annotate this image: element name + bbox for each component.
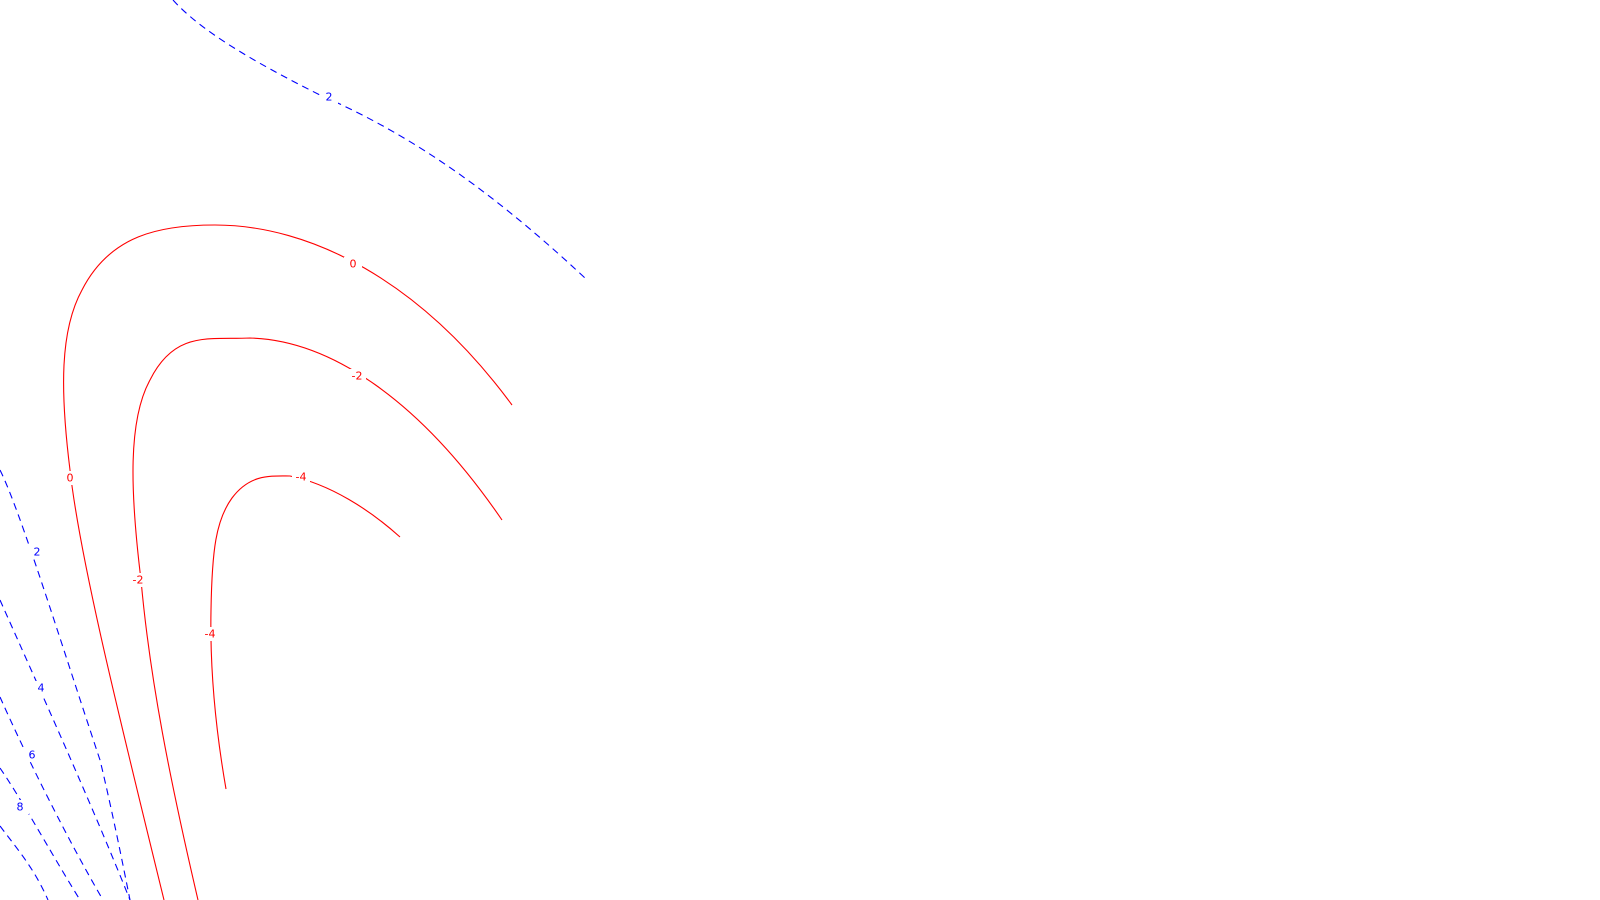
contour-label-background xyxy=(292,470,310,484)
contour-label: -4 xyxy=(296,471,307,484)
contour-label-background xyxy=(32,681,50,695)
contour-label: 0 xyxy=(350,258,357,271)
contour-label: 6 xyxy=(29,749,36,762)
contour-line-level-neg4 xyxy=(210,475,401,790)
contour-label-background xyxy=(201,627,219,641)
contour-line-level-2 xyxy=(172,0,586,279)
contour-label: -2 xyxy=(133,574,144,587)
contour-line-level-0 xyxy=(63,224,513,900)
contour-label-background xyxy=(320,90,338,104)
contour-label-background xyxy=(28,545,46,559)
contour-label: -4 xyxy=(205,628,216,641)
contour-line-level-4 xyxy=(0,696,104,900)
contour-labels: 8 6 4 2 2 0 0 -2 -2 -4 -4 xyxy=(11,90,366,814)
contour-label: 2 xyxy=(326,91,333,104)
contour-label-background xyxy=(11,800,29,814)
contour-label: 8 xyxy=(17,801,24,814)
contour-label-background xyxy=(344,257,362,271)
contour-line-level-2 xyxy=(0,469,131,900)
contour-label: 4 xyxy=(38,682,45,695)
contour-label-background xyxy=(348,369,366,383)
contour-label: 0 xyxy=(67,472,74,485)
contour-label-background xyxy=(61,471,79,485)
contour-line-level-6 xyxy=(0,767,81,900)
contour-line-level-2 xyxy=(0,599,131,900)
contour-label: -2 xyxy=(352,370,363,383)
contour-label: 2 xyxy=(34,546,41,559)
contour-label-background xyxy=(23,748,41,762)
contour-line-level-8 xyxy=(0,825,49,900)
contour-label-background xyxy=(129,573,147,587)
